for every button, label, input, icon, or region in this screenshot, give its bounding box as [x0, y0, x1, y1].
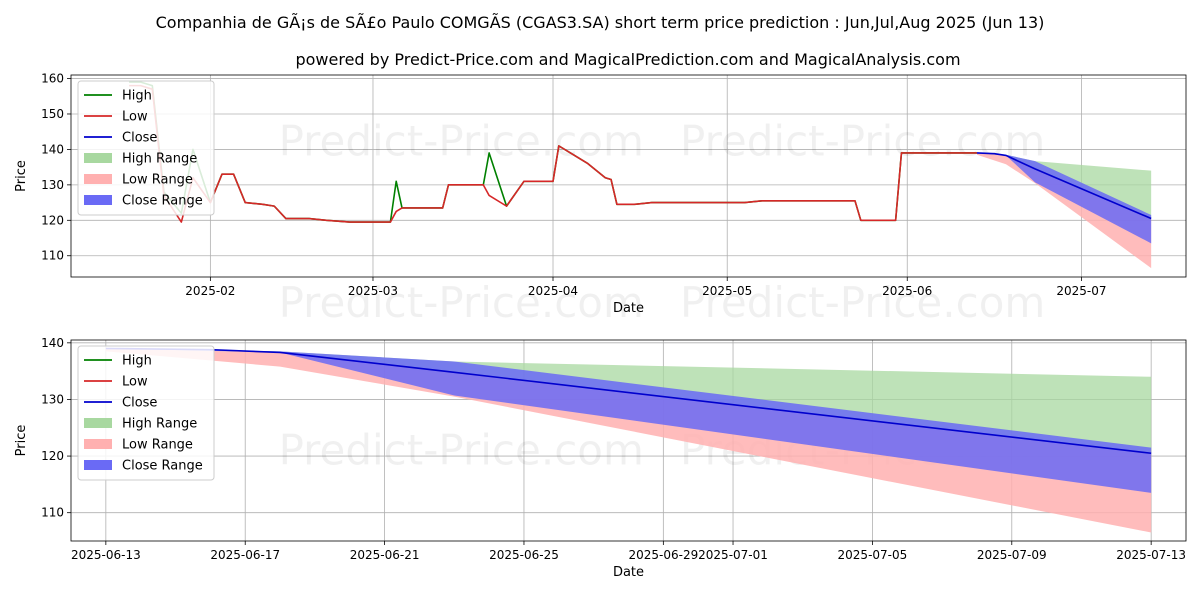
y-tick-label: 140 — [41, 142, 64, 156]
plot-frame — [70, 74, 1187, 278]
legend-swatch — [84, 460, 112, 470]
x-tick-label: 2025-02 — [185, 284, 235, 298]
chart-subtitle: powered by Predict-Price.com and Magical… — [295, 50, 960, 69]
chart-title: Companhia de GÃ¡s de SÃ£o Paulo COMGÃS (… — [156, 13, 1045, 32]
low-series-line — [129, 84, 977, 223]
legend-label: Low — [122, 110, 148, 125]
plot-area — [129, 81, 1152, 269]
watermark: Predict-Price.com — [680, 117, 1045, 166]
close-series-line — [976, 152, 1152, 220]
legend-label: High Range — [122, 417, 197, 432]
y-axis-label: Price — [14, 425, 29, 457]
legend-swatch — [84, 439, 112, 449]
x-tick-label: 2025-07-05 — [838, 548, 908, 562]
x-tick-label: 2025-06-17 — [210, 548, 280, 562]
legend: High Low Close High Range Low Range Close Ran… — [77, 80, 215, 216]
legend-label: Low Range — [122, 173, 193, 188]
legend-label: High Range — [122, 152, 197, 167]
legend-label: High — [122, 89, 152, 104]
x-tick-label: 2025-07-09 — [977, 548, 1047, 562]
x-tick-label: 2025-06-29 — [628, 548, 698, 562]
watermark: Predict-Price.com — [279, 117, 644, 166]
legend-swatch — [84, 174, 112, 184]
legend-label: Low — [122, 375, 148, 390]
top-panel: Predict-Price.com Predict-Price.com Predic… — [14, 72, 1187, 327]
x-tick-label: 2025-07 — [1056, 284, 1106, 298]
y-tick-label: 120 — [41, 213, 64, 227]
y-tick-label: 150 — [41, 107, 64, 121]
y-tick-label: 130 — [41, 178, 64, 192]
watermark: Predict-Price.com — [279, 278, 644, 327]
legend-label: Close — [122, 131, 157, 146]
legend-label: Low Range — [122, 438, 193, 453]
x-tick-label: 2025-03 — [348, 284, 398, 298]
legend-swatch — [84, 418, 112, 428]
legend-swatch — [84, 195, 112, 205]
y-tick-label: 160 — [41, 72, 64, 86]
plot-frame — [70, 339, 1187, 542]
y-tick-label: 120 — [41, 449, 64, 463]
x-axis-label: Date — [613, 565, 644, 580]
x-axis-label: Date — [613, 301, 644, 316]
watermark: Predict-Price.com — [680, 278, 1045, 327]
legend-label: Close Range — [122, 194, 203, 209]
y-tick-label: 130 — [41, 392, 64, 406]
y-tick-label: 140 — [41, 336, 64, 350]
y-tick-label: 110 — [41, 249, 64, 263]
x-tick-label: 2025-07-13 — [1116, 548, 1186, 562]
legend-label: Close Range — [122, 459, 203, 474]
x-tick-label: 2025-04 — [528, 284, 578, 298]
x-tick-label: 2025-06 — [882, 284, 932, 298]
legend-swatch — [84, 153, 112, 163]
legend: High Low Close High Range Low Range Close Ran… — [77, 345, 215, 481]
legend-label: Close — [122, 396, 157, 411]
x-tick-label: 2025-06-21 — [350, 548, 420, 562]
watermark: Predict-Price.com — [279, 426, 644, 475]
high-range-band — [105, 348, 1152, 454]
x-tick-label: 2025-06-13 — [71, 548, 141, 562]
y-axis-label: Price — [14, 160, 29, 192]
high-range-band — [976, 152, 1152, 219]
legend-label: High — [122, 354, 152, 369]
y-tick-label: 110 — [41, 506, 64, 520]
x-tick-label: 2025-06-25 — [489, 548, 559, 562]
x-tick-label: 2025-05 — [702, 284, 752, 298]
x-tick-label: 2025-07-01 — [698, 548, 768, 562]
bottom-panel: Predict-Price.comPredict-Price.com110120… — [14, 336, 1187, 580]
